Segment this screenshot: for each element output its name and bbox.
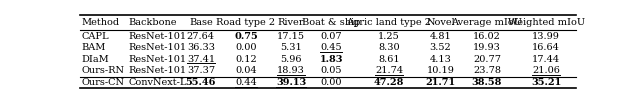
Text: 0.05: 0.05 bbox=[321, 67, 342, 75]
Text: 5.31: 5.31 bbox=[280, 43, 302, 52]
Text: ResNet-101: ResNet-101 bbox=[129, 55, 187, 64]
Text: 0.00: 0.00 bbox=[321, 78, 342, 87]
Text: Agric land type 2: Agric land type 2 bbox=[346, 18, 431, 27]
Text: 16.02: 16.02 bbox=[473, 32, 501, 41]
Text: 0.07: 0.07 bbox=[321, 32, 342, 41]
Text: 8.61: 8.61 bbox=[378, 55, 400, 64]
Text: 17.15: 17.15 bbox=[277, 32, 305, 41]
Text: 4.13: 4.13 bbox=[429, 55, 451, 64]
Text: 13.99: 13.99 bbox=[532, 32, 560, 41]
Text: Backbone: Backbone bbox=[129, 18, 177, 27]
Text: 0.12: 0.12 bbox=[235, 55, 257, 64]
Text: CAPL: CAPL bbox=[81, 32, 109, 41]
Text: Method: Method bbox=[81, 18, 120, 27]
Text: 36.33: 36.33 bbox=[187, 43, 215, 52]
Text: 37.41: 37.41 bbox=[187, 55, 215, 64]
Text: ResNet-101: ResNet-101 bbox=[129, 32, 187, 41]
Text: 8.30: 8.30 bbox=[378, 43, 400, 52]
Text: 27.64: 27.64 bbox=[187, 32, 215, 41]
Text: 17.44: 17.44 bbox=[532, 55, 560, 64]
Text: 37.37: 37.37 bbox=[187, 67, 215, 75]
Text: 1.25: 1.25 bbox=[378, 32, 400, 41]
Text: 47.28: 47.28 bbox=[374, 78, 404, 87]
Text: DIaM: DIaM bbox=[81, 55, 109, 64]
Text: 3.52: 3.52 bbox=[429, 43, 451, 52]
Text: 16.64: 16.64 bbox=[532, 43, 560, 52]
Text: Base: Base bbox=[189, 18, 212, 27]
Text: River: River bbox=[278, 18, 305, 27]
Text: 1.83: 1.83 bbox=[319, 55, 343, 64]
Text: 38.58: 38.58 bbox=[472, 78, 502, 87]
Text: 19.93: 19.93 bbox=[473, 43, 501, 52]
Text: 0.44: 0.44 bbox=[235, 78, 257, 87]
Text: 39.13: 39.13 bbox=[276, 78, 307, 87]
Text: 21.06: 21.06 bbox=[532, 67, 560, 75]
Text: 10.19: 10.19 bbox=[427, 67, 454, 75]
Text: 0.75: 0.75 bbox=[234, 32, 258, 41]
Text: 20.77: 20.77 bbox=[473, 55, 501, 64]
Text: BAM: BAM bbox=[81, 43, 106, 52]
Text: ResNet-101: ResNet-101 bbox=[129, 43, 187, 52]
Text: Road type 2: Road type 2 bbox=[216, 18, 276, 27]
Text: ConvNext-L: ConvNext-L bbox=[129, 78, 187, 87]
Text: 55.46: 55.46 bbox=[186, 78, 216, 87]
Text: 21.74: 21.74 bbox=[375, 67, 403, 75]
Text: 35.21: 35.21 bbox=[531, 78, 561, 87]
Text: Ours-CN: Ours-CN bbox=[81, 78, 125, 87]
Text: 0.04: 0.04 bbox=[235, 67, 257, 75]
Text: ResNet-101: ResNet-101 bbox=[129, 67, 187, 75]
Text: Average mIoU: Average mIoU bbox=[451, 18, 522, 27]
Text: 4.81: 4.81 bbox=[429, 32, 451, 41]
Text: 18.93: 18.93 bbox=[277, 67, 305, 75]
Text: Weighted mIoU: Weighted mIoU bbox=[508, 18, 585, 27]
Text: Ours-RN: Ours-RN bbox=[81, 67, 125, 75]
Text: Novel: Novel bbox=[426, 18, 455, 27]
Text: 0.00: 0.00 bbox=[236, 43, 257, 52]
Text: Boat & ship: Boat & ship bbox=[302, 18, 360, 27]
Text: 23.78: 23.78 bbox=[473, 67, 501, 75]
Text: 0.45: 0.45 bbox=[321, 43, 342, 52]
Text: 21.71: 21.71 bbox=[426, 78, 456, 87]
Text: 5.96: 5.96 bbox=[280, 55, 302, 64]
